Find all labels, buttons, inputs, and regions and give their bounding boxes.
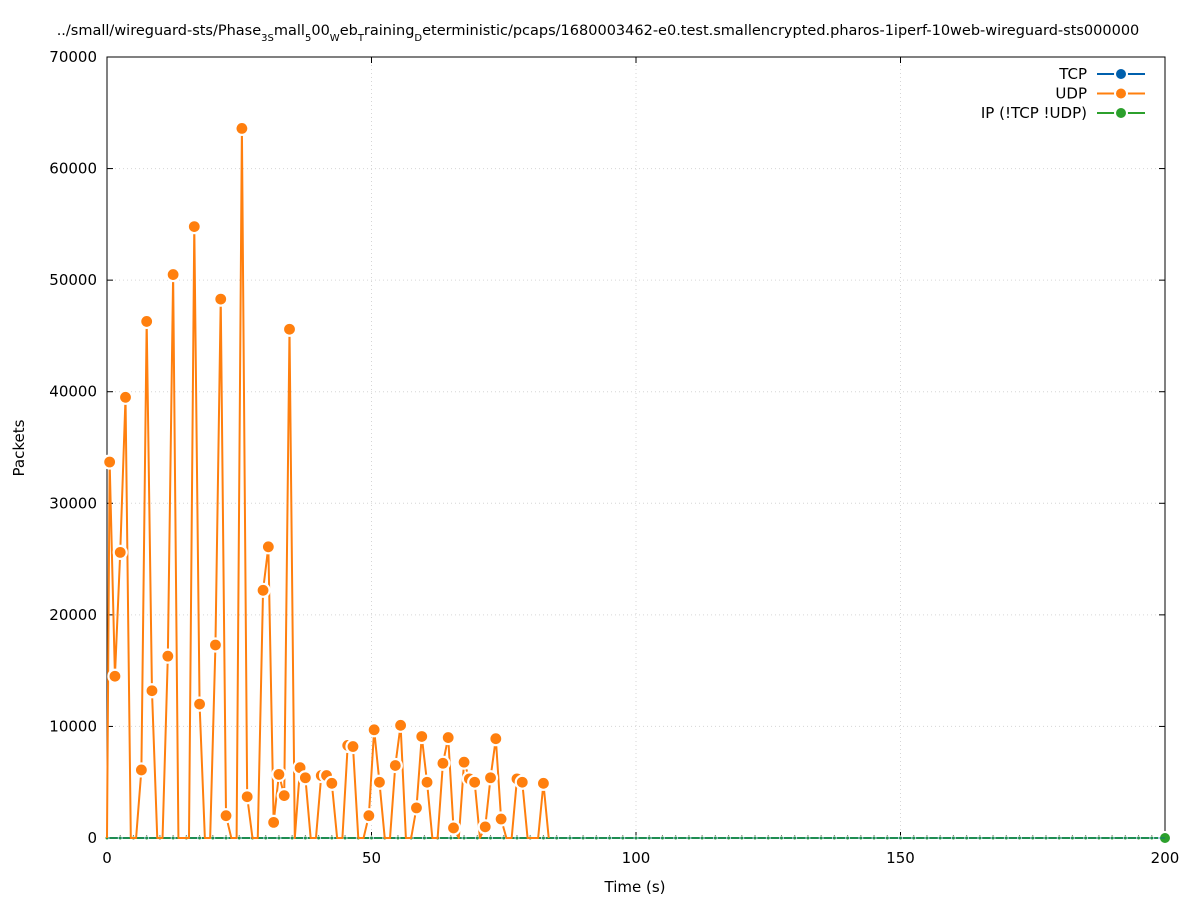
chart-title-part: mall: [274, 23, 305, 39]
series-udp-point: [160, 648, 176, 664]
legend-item: TCP: [1058, 65, 1145, 83]
series-udp-point: [165, 266, 181, 283]
chart-title-part: 5: [305, 33, 311, 44]
series-udp-point: [414, 728, 430, 745]
legend-marker: [1114, 86, 1128, 101]
legend-marker: [1114, 67, 1128, 81]
series-layer: [102, 120, 1172, 845]
series-udp: [102, 120, 552, 839]
chart-title-part: D: [414, 33, 422, 44]
series-udp-point: [482, 770, 499, 786]
series-udp-point: [488, 731, 504, 747]
legend-item: IP (!TCP !UDP): [981, 104, 1145, 122]
series-udp-point: [260, 539, 276, 555]
series-udp-point: [255, 582, 271, 598]
series-udp-point: [435, 755, 451, 771]
legend-label: IP (!TCP !UDP): [981, 104, 1087, 122]
series-udp-point: [213, 291, 229, 307]
series-udp-line: [106, 127, 550, 839]
legend-label: TCP: [1058, 65, 1087, 83]
series-udp-point: [186, 218, 202, 235]
series-udp-point: [191, 696, 208, 712]
series-udp-point: [514, 774, 530, 790]
series-udp-point: [392, 717, 409, 733]
x-tick-label: 50: [362, 849, 381, 867]
grid: [107, 57, 1165, 838]
chart-title-part: eterministic/pcaps/1680003462-e0.test.sm…: [422, 23, 1139, 39]
chart-title-part: T: [357, 33, 365, 44]
y-tick-label: 0: [87, 829, 97, 847]
y-tick-label: 50000: [49, 271, 97, 289]
x-tick-label: 200: [1151, 849, 1180, 867]
series-udp-point: [493, 811, 509, 827]
legend-item: UDP: [1055, 85, 1145, 103]
series-udp-point: [371, 774, 388, 790]
chart-title-part: 3S: [261, 33, 274, 44]
series-udp-point: [144, 683, 160, 699]
series-udp-point: [387, 757, 403, 774]
x-tick-label: 0: [102, 849, 112, 867]
series-udp-point: [112, 544, 128, 560]
axis-ticks: 0 50 100 150 200 0 10000 20000 30000 40000 50000 60…: [49, 48, 1179, 867]
series-udp-point: [234, 120, 250, 137]
series-udp-point: [102, 454, 118, 470]
x-tick-label: 150: [886, 849, 915, 867]
y-tick-label: 30000: [49, 494, 97, 512]
series-udp-point: [133, 762, 149, 778]
series-udp-point: [345, 738, 361, 755]
series-udp-point: [366, 722, 382, 738]
chart-title-part: raining: [364, 23, 415, 39]
chart-title-part: W: [330, 33, 340, 44]
series-udp-point: [361, 808, 377, 824]
y-tick-label: 40000: [49, 383, 97, 401]
series-udp-point: [266, 814, 282, 830]
series-udp-point: [467, 774, 483, 790]
series-udp-point: [117, 389, 134, 405]
series-udp-point: [535, 775, 552, 791]
chart-title-part: ../small/wireguard-sts/Phase: [57, 23, 262, 39]
y-tick-label: 60000: [49, 160, 97, 178]
chart-title: ../small/wireguard-sts/Phase3Small500Web…: [57, 23, 1140, 44]
series-udp-point: [139, 313, 155, 330]
series-udp-point: [445, 820, 462, 836]
x-axis-label: Time (s): [604, 878, 666, 896]
series-udp-point: [281, 321, 298, 337]
y-axis-label: Packets: [10, 419, 28, 476]
series-udp-point: [408, 800, 425, 816]
series-udp-point: [456, 754, 472, 770]
legend-marker: [1114, 106, 1128, 120]
y-tick-label: 20000: [49, 606, 97, 624]
chart-title-part: eb: [340, 23, 358, 39]
series-udp-point: [107, 668, 123, 684]
series-udp-point: [297, 770, 313, 786]
series-udp-point: [239, 789, 255, 805]
y-tick-label: 70000: [49, 48, 97, 66]
series-udp-point: [324, 775, 340, 791]
series-udp-point: [477, 819, 493, 835]
series-udp-point: [440, 729, 456, 746]
plot-frame: [106, 56, 1166, 839]
chart-title-part: 00: [311, 23, 329, 39]
series-udp-point: [218, 808, 234, 824]
series-udp-point: [271, 766, 287, 783]
series-udp-point: [276, 788, 292, 804]
series-udp-point: [207, 637, 224, 653]
series-udp-point: [419, 774, 435, 790]
y-tick-label: 10000: [49, 717, 97, 735]
x-tick-label: 100: [622, 849, 651, 867]
legend-label: UDP: [1055, 85, 1087, 103]
